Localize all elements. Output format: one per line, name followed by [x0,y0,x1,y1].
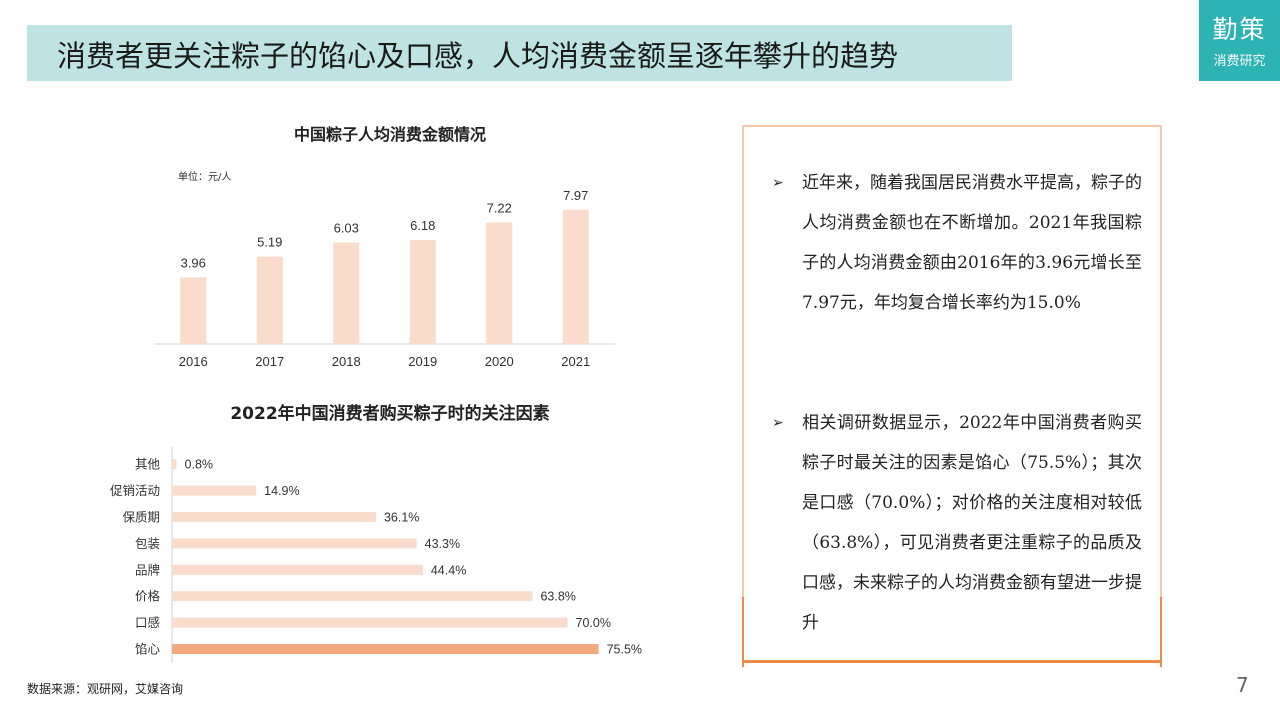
chart2-bar [172,617,568,628]
chart2-category-label: 口感 [135,615,160,630]
chart2-category-label: 价格 [135,589,161,604]
chart2-bar [172,485,257,496]
chart2-category-label: 馅心 [135,642,161,657]
logo-sub-text: 消费研究 [1213,54,1266,69]
chart2-bar [172,591,533,602]
chart2-category-label: 保质期 [122,511,160,525]
logo-main-text: 勤策 [1212,15,1267,44]
bullet-2-text: 相关调研数据显示，2022年中国消费者购买粽子时最关注的因素是馅心（75.5%）… [802,413,1142,633]
chart1-value-label: 6.03 [334,220,359,235]
chart2-category-label: 其他 [135,458,161,472]
chart2-value-label: 14.9% [264,484,299,498]
arrow-bullet-icon: ➢ [772,175,784,191]
chart1-value-label: 5.19 [257,235,282,250]
chart2-bar [172,644,599,654]
chart1-bar [256,256,283,344]
chart1-bar [333,242,360,344]
page-number: 7 [1236,673,1249,697]
chart1-value-label: 7.22 [487,200,512,215]
bullet-1: ➢ 近年来，随着我国居民消费水平提高，粽子的人均消费金额也在不断增加。2021年… [772,163,1142,323]
chart1-value-label: 7.97 [563,188,588,203]
chart2-bar [172,538,417,549]
chart2-value-label: 75.5% [607,643,642,657]
chart2-category-label: 促销活动 [110,484,160,498]
chart1-tick-label: 2019 [408,354,437,369]
chart1-value-label: 3.96 [181,255,206,270]
summary-box: ➢ 近年来，随着我国居民消费水平提高，粽子的人均消费金额也在不断增加。2021年… [742,125,1162,667]
chart1-tick-label: 2021 [561,354,590,369]
chart1-tick-label: 2016 [179,354,208,369]
factors-hbar-chart: 其他 0.8% 促销活动 14.9% 保质期 36.1% 包装 43.3% 品牌 44.4% 价格 6… [110,447,642,663]
chart2-bar [172,512,376,522]
chart1-tick-label: 2017 [255,354,284,369]
chart2-value-label: 70.0% [576,616,611,630]
chart2-value-label: 63.8% [540,590,575,604]
chart1-value-label: 6.18 [410,218,435,233]
chart1-bar [562,209,589,344]
chart1-unit: 单位：元/人 [178,172,232,183]
chart2-category-label: 品牌 [135,562,160,577]
chart2-value-label: 43.3% [425,537,460,551]
chart2-title: 2022年中国消费者购买粽子时的关注因素 [230,404,550,424]
chart1-title: 中国粽子人均消费金额情况 [293,125,486,144]
brand-logo: 勤策 消费研究 [1199,0,1280,81]
chart1-bar [486,222,513,344]
data-source: 数据来源：观研网，艾媒咨询 [27,682,184,696]
chart2-value-label: 44.4% [431,563,466,577]
consumption-bar-chart: 3.96 2016 5.19 2017 6.03 2018 6.18 2019 7.22 2020… [155,188,615,369]
bullet-2: ➢ 相关调研数据显示，2022年中国消费者购买粽子时最关注的因素是馅心（75.5… [772,403,1142,643]
chart1-tick-label: 2020 [485,354,514,369]
page-title: 消费者更关注粽子的馅心及口感，人均消费金额呈逐年攀升的趋势 [57,39,899,73]
arrow-bullet-icon: ➢ [772,415,784,431]
chart1-bar [409,239,436,344]
chart2-bar [172,564,423,575]
chart2-value-label: 0.8% [185,458,214,472]
chart1-bar [180,277,207,344]
bullet-1-text: 近年来，随着我国居民消费水平提高，粽子的人均消费金额也在不断增加。2021年我国… [802,173,1142,313]
chart2-value-label: 36.1% [384,511,419,525]
chart2-bar [172,459,177,470]
title-bar: 消费者更关注粽子的馅心及口感，人均消费金额呈逐年攀升的趋势 [27,25,1012,81]
chart2-category-label: 包装 [135,537,160,551]
chart1-tick-label: 2018 [332,354,361,369]
